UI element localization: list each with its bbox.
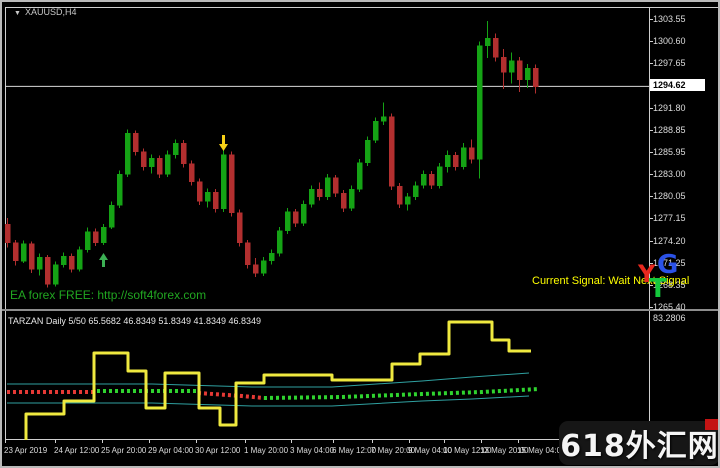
time-axis-tick	[102, 440, 103, 443]
time-axis-label: 3 May 04:00	[290, 446, 335, 455]
time-axis-tick	[481, 440, 482, 443]
plot-left-border	[5, 7, 6, 439]
time-axis-tick	[149, 440, 150, 443]
time-axis-tick	[372, 440, 373, 443]
up-arrow-marker	[99, 253, 108, 267]
price-axis-label: 1277.15	[653, 213, 686, 224]
price-axis-label: 1265.40	[653, 301, 686, 312]
time-axis-tick	[245, 440, 246, 443]
time-axis-label: 24 Apr 12:00	[54, 446, 100, 455]
time-axis-label: 1 May 20:00	[244, 446, 289, 455]
ea-promo-text: EA forex FREE: http://soft4forex.com	[10, 288, 207, 302]
time-axis-label: 6 May 12:00	[332, 446, 377, 455]
price-axis-tick	[649, 284, 653, 286]
watermark-text: 618外汇网	[560, 429, 719, 464]
price-axis-tick	[649, 63, 653, 65]
time-axis-tick	[196, 440, 197, 443]
panel-separator	[2, 309, 718, 311]
price-axis-line	[649, 7, 650, 462]
price-axis-tick	[649, 19, 653, 20]
price-axis-label: 1274.20	[653, 235, 686, 246]
price-axis-tick	[649, 218, 653, 220]
logo-letter-t: T	[649, 274, 667, 304]
signal-status-text: Current Signal: Wait Next Signal	[532, 275, 690, 287]
logo-letter-g: G	[657, 250, 679, 280]
price-axis-label: 1271.25	[653, 257, 686, 268]
time-axis-label: 25 Apr 20:00	[101, 446, 147, 455]
time-axis-line	[5, 439, 650, 440]
time-axis-label: 29 Apr 04:00	[148, 446, 194, 455]
price-axis-label: 1280.05	[653, 191, 686, 202]
symbol-label: XAUUSD,H4	[24, 7, 77, 17]
time-axis-label: 10 May 12:00	[443, 446, 492, 455]
price-axis-label: 1288.85	[653, 124, 686, 135]
price-axis-label: 1303.55	[653, 14, 686, 24]
current-bid-tag: 1294.62	[650, 79, 705, 92]
indicator-label: TARZAN Daily 5/50 65.5682 46.8349 51.834…	[8, 316, 262, 326]
price-axis-tick	[649, 306, 653, 308]
time-axis-label: 9 May 04:00	[408, 446, 453, 455]
price-axis-tick	[649, 240, 653, 242]
price-axis-label: 1283.00	[653, 169, 686, 180]
time-axis-tick	[409, 440, 410, 443]
logo-letter-y: Y	[638, 260, 656, 288]
price-axis-label: 1268.35	[653, 279, 686, 290]
price-axis-label: 1291.80	[653, 102, 686, 113]
price-axis-tick	[649, 129, 653, 131]
price-axis-label: 1297.65	[653, 58, 686, 69]
price-axis-tick	[649, 151, 653, 153]
time-axis-label: 15 May 04:00	[517, 446, 566, 455]
price-axis-tick	[649, 107, 653, 109]
watermark-red-square	[705, 419, 718, 430]
down-arrow-marker	[219, 135, 228, 151]
watermark: 618外汇网	[559, 419, 719, 465]
time-axis-label: 13 May 20:00	[480, 446, 529, 455]
time-axis-tick	[333, 440, 334, 443]
time-axis-label: 7 May 20:00	[371, 446, 416, 455]
price-axis-label: 1300.60	[653, 36, 686, 47]
time-axis-label: 30 Apr 12:00	[195, 446, 241, 455]
price-axis-tick	[649, 262, 653, 264]
time-axis-tick	[518, 440, 519, 443]
time-axis-tick	[55, 440, 56, 443]
time-axis-label: 23 Apr 2019	[4, 446, 48, 455]
price-axis-tick	[649, 174, 653, 176]
time-axis-tick	[291, 440, 292, 443]
price-axis-tick	[649, 41, 653, 43]
chevron-down-icon: ▼	[14, 10, 21, 17]
plot-top-border	[5, 7, 718, 8]
price-axis-label: 1285.95	[653, 146, 686, 157]
time-axis-tick	[5, 440, 6, 443]
time-axis-tick	[444, 440, 445, 443]
indicator-scale-value: 83.2806	[653, 313, 686, 323]
symbol-tab: ▼ XAUUSD,H4	[14, 7, 76, 17]
price-axis-tick	[649, 196, 653, 198]
